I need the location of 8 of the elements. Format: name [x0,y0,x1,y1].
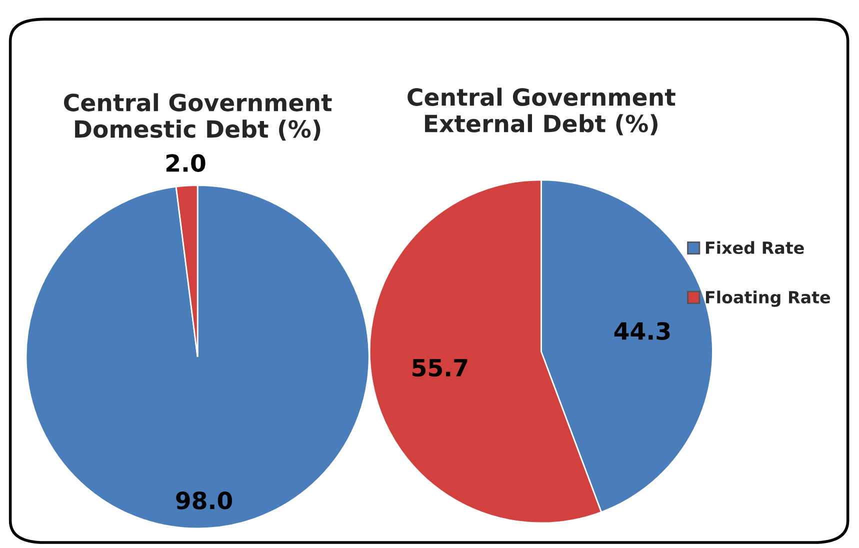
chart-title: Central Government External Debt (%) [408,88,676,136]
chart-title: Central Government Domestic Debt (%) [64,93,332,141]
legend-label: Floating Rate [706,290,830,307]
data-label: 98.0 [176,492,232,510]
legend-label: Fixed Rate [706,241,804,254]
data-label: 55.7 [412,359,468,377]
data-label: 2.0 [166,154,206,172]
data-label: 44.3 [614,322,670,340]
